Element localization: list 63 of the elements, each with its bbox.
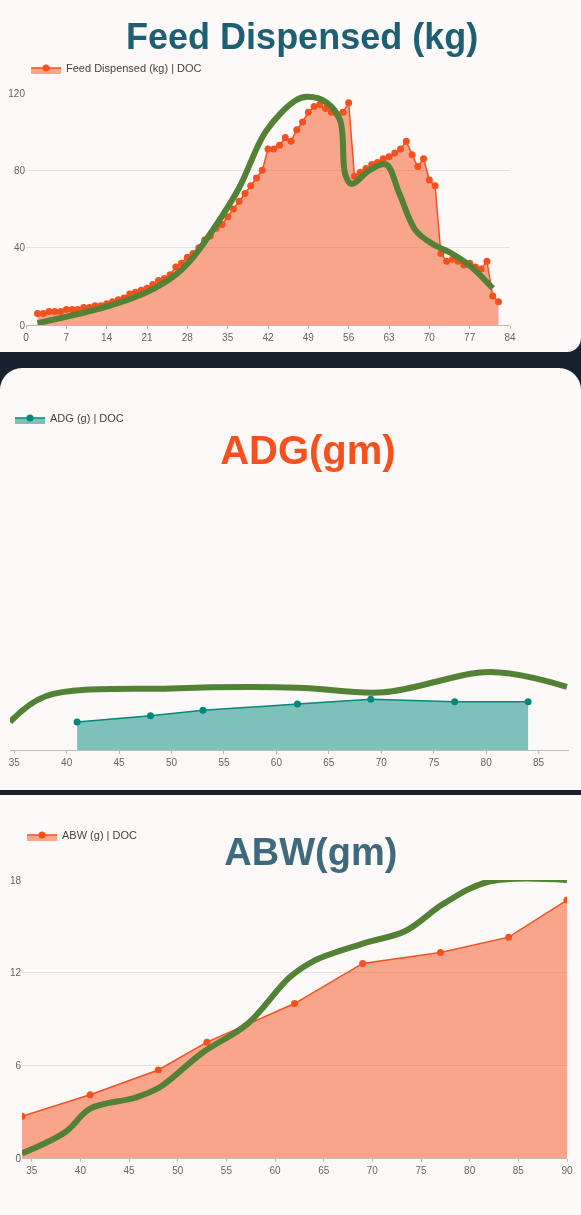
- x-tick-label: 60: [270, 757, 283, 768]
- x-tick-label: 77: [464, 332, 476, 343]
- x-tick-label: 35: [222, 332, 234, 343]
- x-tick-label: 60: [269, 1165, 282, 1176]
- legend-label: ADG (g) | DOC: [50, 412, 124, 425]
- x-tick-label: 28: [181, 332, 194, 343]
- x-tick-label: 80: [480, 757, 493, 768]
- x-tick-label: 84: [504, 332, 516, 343]
- y-tick-label: 0: [19, 319, 26, 331]
- y-tick-label: 0: [15, 1152, 22, 1164]
- x-tick-label: 35: [26, 1165, 38, 1176]
- x-tick-label: 70: [366, 1165, 379, 1176]
- x-tick-label: 70: [375, 757, 388, 768]
- y-tick-label: 80: [13, 164, 26, 176]
- x-tick-label: 49: [302, 332, 315, 343]
- x-tick-label: 40: [61, 757, 73, 768]
- x-tick-label: 75: [415, 1165, 428, 1176]
- x-tick-label: 85: [533, 757, 545, 768]
- point: [505, 933, 513, 941]
- point: [147, 712, 155, 720]
- chart-title: ABW(gm): [224, 831, 398, 874]
- x-tick-label: 7: [63, 332, 70, 343]
- point: [359, 959, 367, 967]
- x-tick-label: 65: [323, 757, 335, 768]
- x-tick-label: 35: [8, 757, 21, 768]
- x-tick-label: 75: [428, 757, 440, 768]
- x-tick-label: 50: [172, 1165, 184, 1176]
- chart-title: ADG(gm): [220, 428, 396, 472]
- point: [291, 1000, 298, 1008]
- point: [451, 698, 459, 706]
- x-tick-label: 40: [74, 1165, 87, 1176]
- point: [293, 700, 301, 708]
- y-tick-label: 12: [9, 967, 22, 979]
- x-tick-label: 50: [165, 757, 178, 768]
- legend-label: ABW (g) | DOC: [62, 829, 138, 842]
- x-tick-label: 55: [218, 757, 230, 768]
- x-tick-label: 65: [318, 1165, 330, 1176]
- point: [367, 695, 375, 703]
- x-tick-label: 63: [383, 332, 395, 343]
- y-tick-label: 6: [15, 1059, 22, 1071]
- x-tick-label: 70: [423, 332, 436, 343]
- point: [436, 949, 444, 957]
- x-tick-label: 21: [141, 332, 153, 343]
- y-tick-label: 18: [9, 874, 22, 886]
- point: [154, 1066, 162, 1074]
- point: [524, 698, 532, 706]
- y-tick-label: 40: [13, 242, 26, 254]
- x-tick-label: 55: [220, 1165, 233, 1176]
- point: [86, 1091, 94, 1099]
- point: [203, 1038, 211, 1046]
- point: [199, 706, 207, 714]
- x-tick-label: 56: [343, 332, 355, 343]
- point: [73, 718, 81, 726]
- x-tick-label: 45: [123, 1165, 136, 1176]
- legend-label: Feed Dispensed (kg) | DOC: [66, 62, 202, 75]
- chart-title: Feed Dispensed (kg): [126, 15, 479, 57]
- x-tick-label: 45: [113, 757, 126, 768]
- x-tick-label: 80: [464, 1165, 476, 1176]
- x-tick-label: 90: [561, 1165, 573, 1176]
- y-tick-label: 120: [8, 87, 26, 99]
- x-tick-label: 42: [262, 332, 274, 343]
- x-tick-label: 85: [512, 1165, 525, 1176]
- x-tick-label: 14: [101, 332, 113, 343]
